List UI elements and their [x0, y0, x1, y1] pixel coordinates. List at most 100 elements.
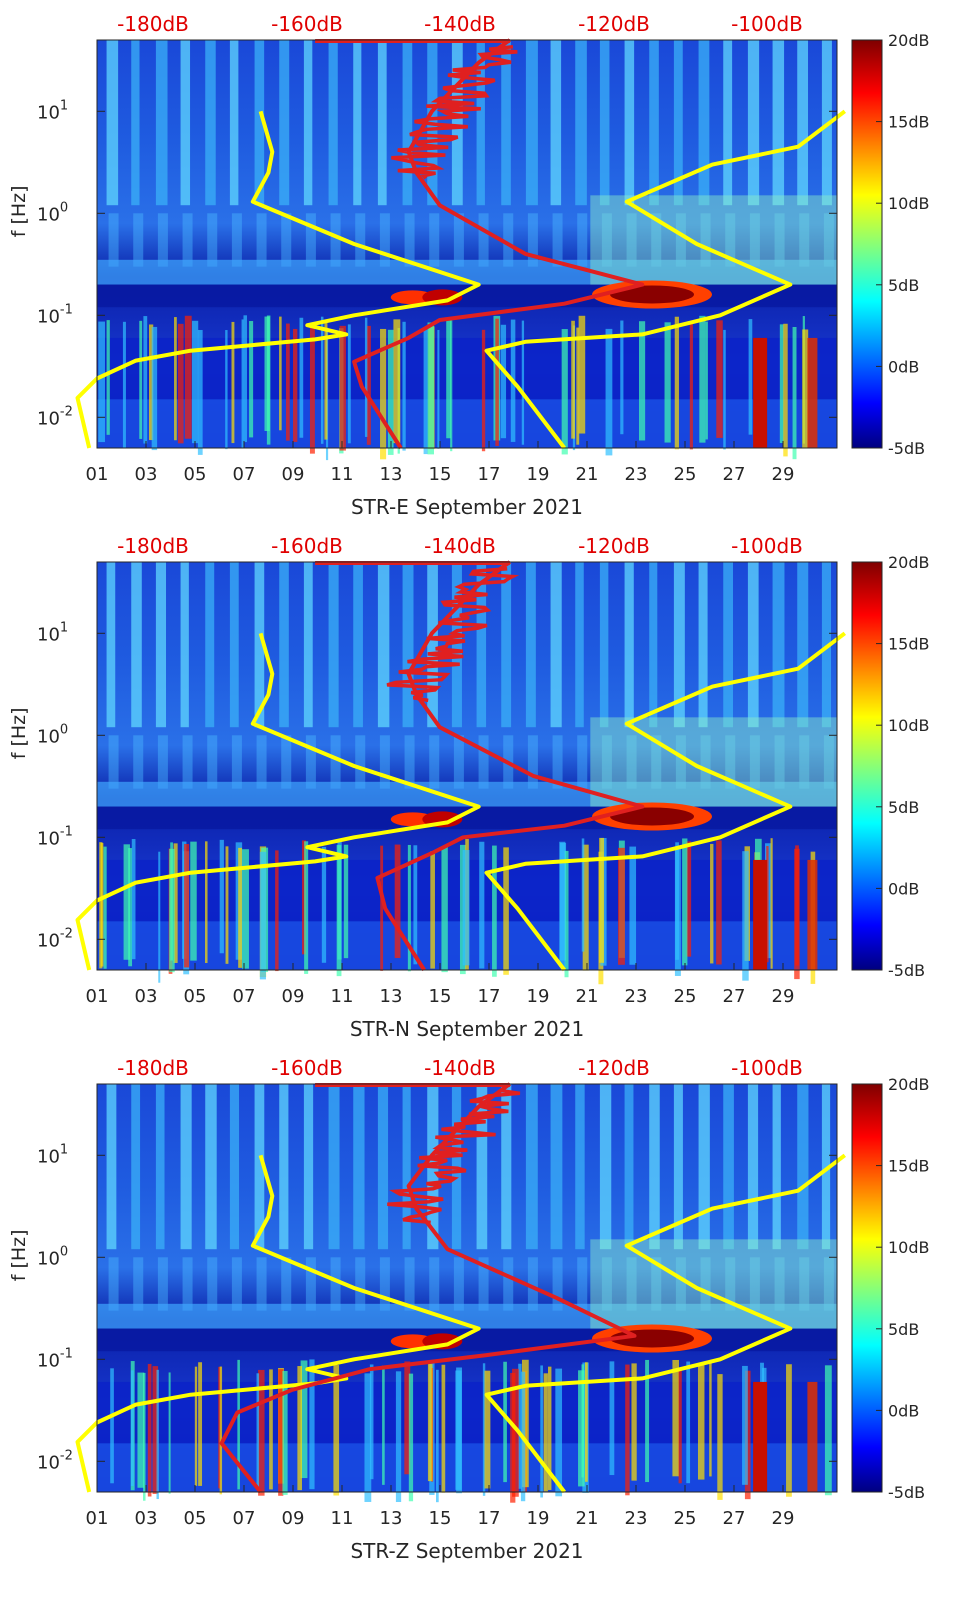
- stripe: [821, 562, 832, 728]
- band-dark: [97, 284, 837, 308]
- glitch: [716, 840, 722, 965]
- glitch: [766, 846, 769, 963]
- stripe: [402, 40, 413, 206]
- glitch: [824, 1365, 832, 1496]
- stripe-tail: [281, 213, 292, 267]
- glitch: [264, 316, 270, 431]
- stripe-tail: [478, 1257, 489, 1311]
- stripe-tail: [355, 213, 366, 267]
- stripe-tail: [133, 213, 144, 267]
- top-db-label: -100dB: [731, 1056, 803, 1080]
- x-tick-label: 09: [282, 986, 305, 1007]
- hotspot: [390, 290, 435, 305]
- glitch: [678, 1369, 682, 1484]
- glitch: [674, 316, 679, 450]
- glitch: [297, 1366, 302, 1491]
- glitch: [152, 1366, 159, 1494]
- glitch: [219, 839, 224, 954]
- stripe: [673, 562, 685, 728]
- top-db-label: -140dB: [424, 12, 496, 36]
- axes-frame: [96, 39, 838, 449]
- glitch: [408, 1373, 414, 1502]
- stripe-tail: [207, 735, 218, 789]
- glitch: [302, 840, 307, 955]
- glitch: [584, 1362, 588, 1482]
- stripe: [229, 1084, 240, 1250]
- stripe: [229, 562, 239, 728]
- stripe: [377, 40, 387, 206]
- stripe: [772, 40, 785, 206]
- stripe-tail: [453, 735, 464, 789]
- top-db-label: -140dB: [424, 534, 496, 558]
- x-tick-label: 21: [576, 464, 599, 485]
- stripe: [131, 562, 142, 728]
- stripe-tail: [626, 1257, 637, 1311]
- glitch: [194, 1366, 198, 1486]
- noise-model-curve-1: [75, 1154, 481, 1493]
- stripe: [575, 562, 584, 728]
- x-tick-label: 07: [233, 986, 256, 1007]
- stripe-tail: [231, 735, 242, 789]
- glitch: [576, 327, 580, 445]
- stripe-tail: [108, 1257, 119, 1311]
- glitch: [404, 1361, 411, 1475]
- glitch: [151, 326, 158, 451]
- x-tick-label: 25: [674, 986, 697, 1007]
- stripe-tail: [552, 1257, 563, 1311]
- glitch: [770, 838, 773, 969]
- stripe: [155, 40, 168, 206]
- y-tick-label: 10-2: [37, 404, 73, 429]
- glitch: [205, 841, 208, 964]
- x-axis-label: STR-N September 2021: [350, 1017, 584, 1041]
- glitch: [149, 324, 154, 441]
- glitch: [521, 320, 525, 445]
- stripe-tail: [256, 735, 267, 789]
- glitch: [543, 1373, 548, 1492]
- stripe: [205, 1084, 217, 1250]
- stripe: [106, 562, 116, 728]
- glitch: [682, 838, 688, 966]
- stripe: [328, 562, 339, 728]
- stripe: [229, 40, 239, 206]
- colorbar: [851, 39, 883, 449]
- glitch: [561, 329, 568, 455]
- glitch: [238, 847, 242, 968]
- stripe: [723, 40, 733, 206]
- glitch: [279, 316, 282, 431]
- glitch: [578, 1370, 585, 1487]
- glitch: [299, 317, 304, 438]
- stripe-tail: [379, 1257, 390, 1311]
- stripe-tail: [675, 735, 686, 789]
- colorbar-label: 20dB: [888, 553, 930, 572]
- x-tick-label: 03: [135, 1508, 158, 1529]
- x-tick-label: 21: [576, 986, 599, 1007]
- median-psd-jagged: [387, 1088, 521, 1225]
- stripe-tail: [700, 213, 711, 267]
- x-tick-label: 01: [86, 986, 109, 1007]
- x-tick-label: 03: [135, 986, 158, 1007]
- stripe: [254, 1084, 265, 1250]
- glitch: [427, 322, 434, 455]
- glitch: [225, 846, 229, 964]
- top-db-label: -100dB: [731, 534, 803, 558]
- stripe-tail: [305, 213, 316, 267]
- colorbar-label: 5dB: [888, 276, 919, 295]
- glitch: [249, 321, 254, 438]
- stripe-tail: [305, 735, 316, 789]
- stripe-tail: [256, 1257, 267, 1311]
- glitch: [742, 1365, 748, 1485]
- glitch: [638, 321, 646, 441]
- low-frequency-region: [97, 837, 837, 985]
- glitch: [366, 325, 371, 445]
- glitch: [503, 1361, 507, 1483]
- stripe: [476, 40, 485, 206]
- x-tick-label: 15: [429, 464, 452, 485]
- glitch: [492, 845, 497, 977]
- glitch: [269, 1369, 273, 1490]
- glitch: [293, 328, 298, 442]
- glitch: [300, 1360, 308, 1479]
- glitch: [364, 317, 368, 437]
- glitch: [218, 1366, 221, 1489]
- stripe: [673, 40, 683, 206]
- top-db-label: -180dB: [117, 12, 189, 36]
